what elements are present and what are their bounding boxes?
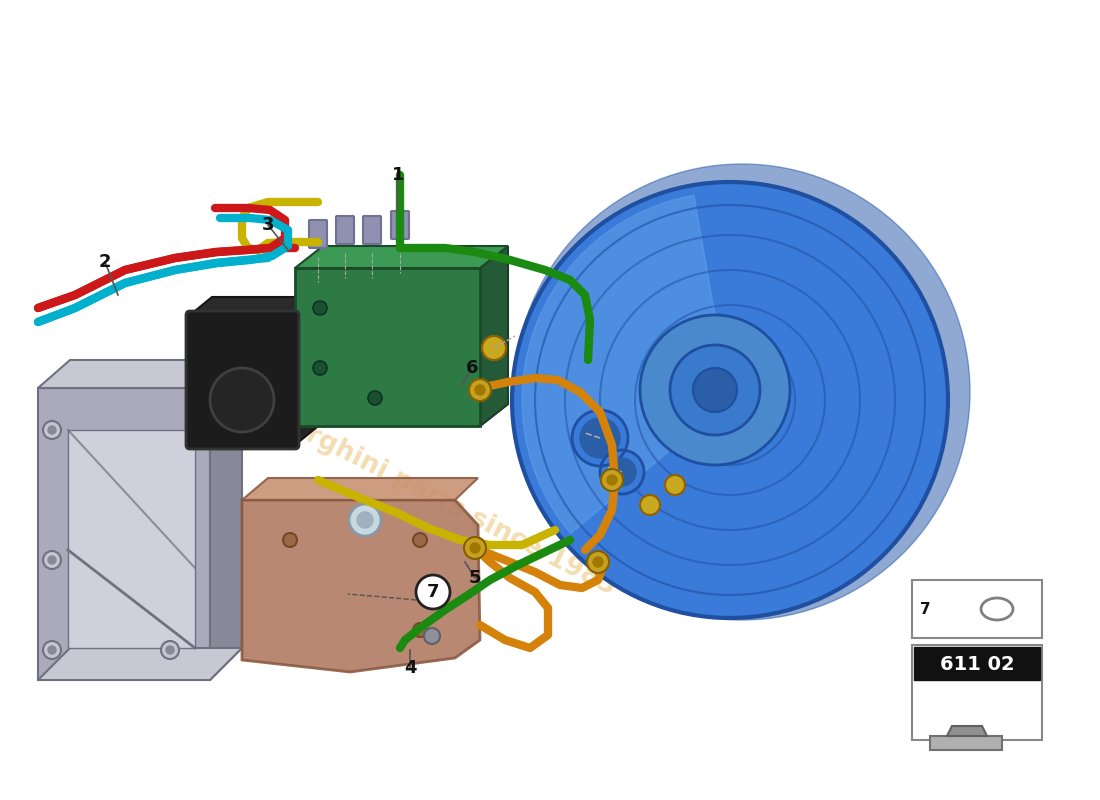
Circle shape [580,418,620,458]
Circle shape [43,551,60,569]
Polygon shape [295,404,508,426]
Text: lamborghini parts since 1985: lamborghini parts since 1985 [220,379,620,601]
Circle shape [600,450,643,494]
FancyBboxPatch shape [914,647,1040,680]
Polygon shape [242,500,480,672]
Text: 7: 7 [920,602,931,617]
Polygon shape [295,246,508,268]
Circle shape [48,556,56,564]
Circle shape [482,336,506,360]
Circle shape [601,469,623,491]
FancyBboxPatch shape [912,645,1042,740]
Ellipse shape [514,164,970,620]
Wedge shape [522,195,730,534]
Circle shape [161,641,179,659]
Text: 7: 7 [427,583,439,601]
Polygon shape [190,297,317,315]
Text: 1: 1 [392,166,405,184]
Circle shape [349,504,381,536]
Polygon shape [242,478,478,500]
FancyBboxPatch shape [309,220,327,248]
Circle shape [314,301,327,315]
FancyBboxPatch shape [363,216,381,244]
Text: 2: 2 [99,253,111,271]
Polygon shape [930,736,1002,750]
Polygon shape [295,297,317,445]
Circle shape [464,537,486,559]
Circle shape [43,421,60,439]
Text: since 1985: since 1985 [724,215,915,345]
Circle shape [670,345,760,435]
Circle shape [166,646,174,654]
Circle shape [48,426,56,434]
FancyBboxPatch shape [390,211,409,239]
Text: 5: 5 [469,569,482,587]
Circle shape [640,495,660,515]
Circle shape [469,379,491,401]
FancyBboxPatch shape [336,216,354,244]
FancyBboxPatch shape [186,311,299,449]
Polygon shape [39,648,242,680]
Circle shape [48,646,56,654]
Circle shape [512,182,948,618]
Circle shape [640,315,790,465]
Circle shape [587,551,609,573]
Text: parts: parts [653,185,746,255]
Circle shape [424,628,440,644]
Polygon shape [39,360,242,388]
Text: 3: 3 [262,216,274,234]
Text: 4: 4 [404,659,416,677]
Circle shape [358,512,373,528]
Polygon shape [947,726,987,736]
Circle shape [608,458,636,486]
Circle shape [283,533,297,547]
Circle shape [210,368,274,432]
Polygon shape [39,388,210,680]
Circle shape [412,533,427,547]
Circle shape [572,410,628,466]
Text: 6: 6 [465,359,478,377]
Circle shape [607,475,617,485]
Polygon shape [68,430,195,648]
Circle shape [314,361,327,375]
Polygon shape [480,246,508,426]
Circle shape [416,575,450,609]
Circle shape [593,557,603,567]
Circle shape [475,385,485,395]
Circle shape [412,623,427,637]
Circle shape [43,641,60,659]
FancyBboxPatch shape [912,580,1042,638]
Circle shape [470,543,480,553]
Circle shape [666,475,685,495]
Circle shape [693,368,737,412]
Circle shape [368,391,382,405]
Polygon shape [210,360,242,680]
FancyBboxPatch shape [295,268,480,426]
Text: 611 02: 611 02 [939,654,1014,674]
